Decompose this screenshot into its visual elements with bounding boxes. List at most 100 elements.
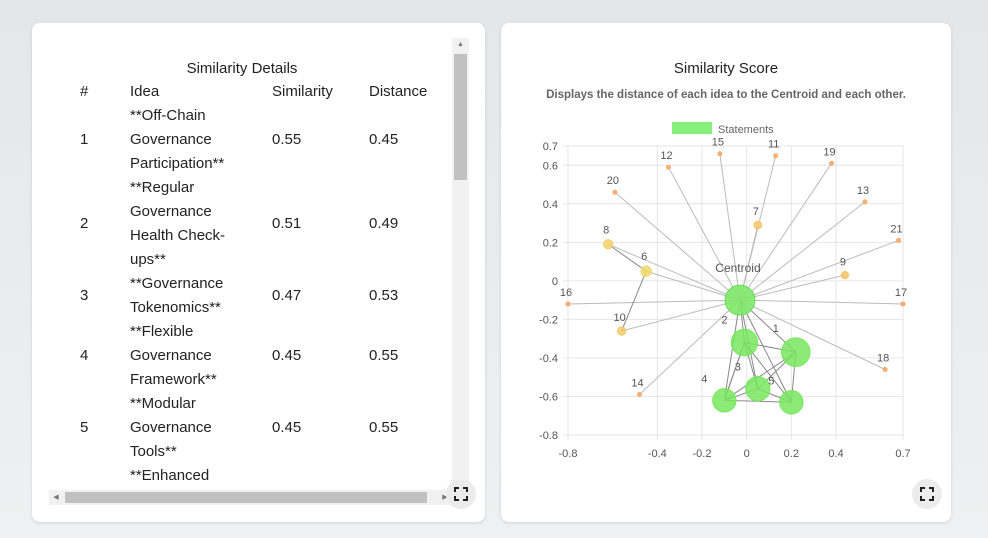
row-idea: **Enhanced [130, 464, 272, 488]
fullscreen-button[interactable] [446, 479, 476, 509]
row-similarity: 0.45 [272, 419, 302, 436]
point-label: 20 [607, 175, 619, 187]
point-label: 17 [895, 287, 907, 299]
row-distance: 0.53 [369, 287, 399, 304]
centroid-link-line [614, 191, 741, 301]
point-label: 1 [773, 323, 779, 335]
x-tick-label: 0.2 [784, 448, 799, 460]
point-idea-21 [896, 237, 902, 243]
idea-line: **Enhanced [130, 467, 210, 484]
point-label: 11 [768, 139, 779, 151]
idea-line: Health Check- [130, 227, 226, 244]
y-tick-label: -0.4 [539, 353, 558, 365]
x-tick-label: -0.8 [559, 448, 578, 460]
row-similarity: 0.51 [272, 215, 302, 232]
row-similarity: 0.55 [272, 131, 302, 148]
row-idea: **Off-Chain Governance Participation** [130, 104, 272, 176]
table-row: 3 **Governance Tokenomics** 0.47 0.53 [32, 272, 449, 320]
point-idea-13 [862, 199, 868, 205]
column-header-similarity: Similarity [272, 83, 333, 100]
point-idea-19 [829, 160, 835, 166]
idea-line: Governance [130, 419, 212, 436]
centroid-link-line [739, 274, 846, 301]
point-idea-18 [882, 366, 888, 372]
row-idea: **Flexible Governance Framework** [130, 320, 272, 392]
horizontal-scrollbar[interactable]: ◀ ▶ [49, 490, 452, 505]
point-label: 21 [890, 223, 902, 235]
column-header-number: # [80, 83, 89, 100]
idea-line: **Off-Chain [130, 107, 206, 124]
row-distance: 0.55 [369, 347, 399, 364]
row-idea: **Modular Governance Tools** [130, 392, 272, 464]
x-tick-label: 0.7 [895, 448, 910, 460]
row-number: 5 [80, 419, 89, 436]
point-idea-5 [779, 390, 804, 415]
row-number: 2 [80, 215, 89, 232]
row-similarity: 0.47 [272, 287, 302, 304]
idea-line: Framework** [130, 371, 217, 388]
scroll-up-arrow-icon[interactable]: ▲ [457, 41, 464, 48]
point-label: 15 [712, 137, 724, 149]
row-number [32, 464, 130, 488]
centroid-link-line [668, 166, 741, 301]
idea-link-line [607, 243, 647, 272]
chart-title: Similarity Score [673, 60, 779, 77]
point-idea-7 [753, 220, 763, 230]
table-row: 1 **Off-Chain Governance Participation** 0.5… [32, 104, 449, 176]
idea-line: Governance [130, 131, 212, 148]
x-tick-label: -0.4 [648, 448, 667, 460]
y-tick-label: -0.2 [539, 314, 558, 326]
point-idea-20 [612, 189, 618, 195]
table-row: **Enhanced [32, 464, 449, 488]
chart-fullscreen-button[interactable] [912, 479, 942, 509]
idea-line: Tools** [130, 443, 177, 460]
vertical-scroll-thumb[interactable] [454, 54, 467, 180]
horizontal-scroll-thumb[interactable] [65, 492, 427, 503]
point-label: 10 [613, 312, 625, 324]
point-label: 7 [753, 206, 759, 218]
centroid-link-line [639, 299, 741, 395]
point-idea-2 [730, 328, 759, 357]
point-idea-10 [616, 326, 627, 336]
point-label: 12 [660, 150, 672, 162]
row-similarity: 0.45 [272, 347, 302, 364]
centroid-link-line [739, 299, 792, 403]
centroid-link-line [739, 201, 866, 301]
row-number: 4 [80, 347, 89, 364]
centroid-link-line [739, 299, 886, 370]
point-idea-17 [900, 301, 906, 307]
fullscreen-icon [920, 487, 934, 501]
idea-line: Governance [130, 347, 212, 364]
point-label: 16 [560, 287, 572, 299]
point-label: 18 [877, 352, 889, 364]
point-label: 4 [701, 374, 707, 386]
centroid-link-line [739, 163, 832, 301]
scroll-left-arrow-icon[interactable]: ◀ [53, 494, 59, 501]
point-idea-8 [603, 239, 614, 250]
point-idea-12 [666, 164, 671, 170]
row-idea: **Governance Tokenomics** [130, 272, 272, 320]
legend-label: Statements [718, 124, 774, 136]
point-label: 3 [735, 362, 741, 374]
idea-line: **Regular [130, 179, 195, 196]
centroid-link-line [739, 239, 899, 301]
x-tick-label: 0 [744, 448, 750, 460]
legend-swatch [672, 122, 712, 134]
row-similarity [272, 464, 369, 488]
idea-line: **Governance [130, 275, 224, 292]
table-viewport: # Idea Similarity Distance 1 **Off-Chain G… [32, 80, 452, 490]
point-idea-3 [745, 376, 771, 402]
scroll-right-arrow-icon[interactable]: ▶ [442, 494, 448, 501]
chart-subtitle: Displays the distance of each idea to th… [546, 89, 906, 101]
centroid-point [724, 284, 756, 316]
point-label: 19 [823, 146, 835, 158]
column-header-distance: Distance [369, 83, 428, 100]
fullscreen-icon [454, 487, 468, 501]
point-label: 13 [857, 185, 869, 197]
table-title: Similarity Details [186, 60, 298, 77]
vertical-scrollbar[interactable]: ▲ [452, 38, 469, 493]
point-idea-16 [565, 301, 571, 307]
similarity-score-panel: Similarity Score Displays the distance o… [501, 23, 951, 522]
row-distance: 0.45 [369, 131, 399, 148]
column-header-idea: Idea [130, 83, 160, 100]
